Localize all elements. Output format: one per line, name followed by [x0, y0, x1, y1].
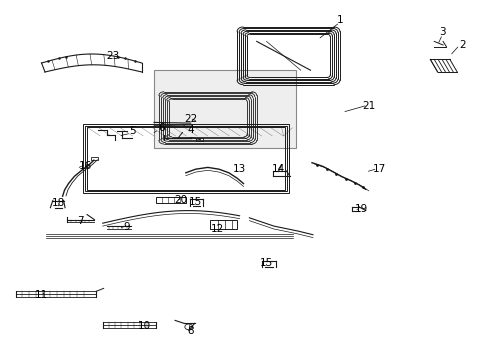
Text: 12: 12	[210, 224, 224, 234]
Bar	[87, 127, 284, 190]
Text: 20: 20	[174, 195, 187, 205]
Bar	[83, 124, 288, 193]
Text: 7: 7	[77, 216, 84, 226]
Bar	[154, 70, 295, 148]
Text: 18: 18	[52, 198, 65, 208]
Text: 16: 16	[79, 161, 92, 171]
Text: 22: 22	[183, 114, 197, 124]
Text: 17: 17	[371, 164, 385, 174]
Text: 9: 9	[123, 222, 130, 232]
Text: 1: 1	[336, 15, 343, 25]
Text: 15: 15	[259, 258, 273, 268]
Text: 23: 23	[105, 51, 119, 61]
Text: 14: 14	[271, 164, 285, 174]
Text: 19: 19	[354, 204, 368, 214]
Text: 21: 21	[362, 101, 375, 111]
Bar	[91, 157, 98, 160]
Text: 10: 10	[138, 321, 150, 331]
Text: 15: 15	[188, 197, 202, 207]
Text: 4: 4	[187, 125, 194, 135]
Text: 13: 13	[232, 164, 246, 174]
Text: 2: 2	[458, 40, 465, 50]
Text: 6: 6	[158, 123, 164, 133]
Text: 8: 8	[187, 326, 194, 336]
Text: 5: 5	[128, 126, 135, 136]
Text: 11: 11	[35, 290, 48, 300]
Bar	[156, 197, 185, 203]
Bar	[195, 138, 203, 141]
Text: 3: 3	[438, 27, 445, 37]
Bar	[85, 126, 286, 191]
Bar	[210, 220, 237, 229]
